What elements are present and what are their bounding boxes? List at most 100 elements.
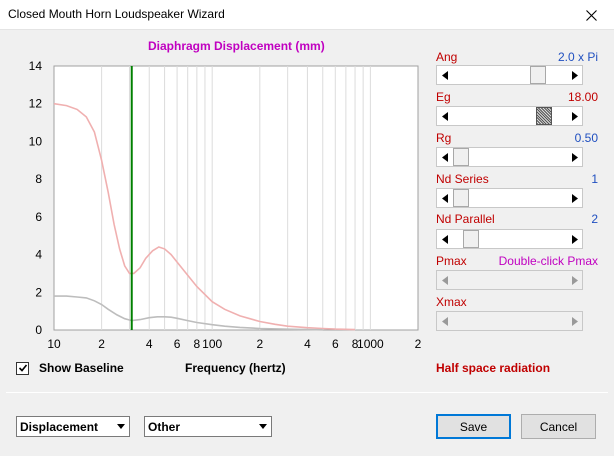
eg-slider-right-arrow[interactable]	[566, 107, 582, 125]
rg-slider[interactable]	[436, 147, 583, 167]
pmax-slider-left-arrow	[437, 271, 453, 289]
divider	[6, 392, 608, 393]
xmax-slider-left-arrow	[437, 312, 453, 330]
chevron-down-icon	[259, 424, 267, 429]
ang-slider[interactable]	[436, 65, 583, 85]
arrow-right-icon	[571, 111, 578, 121]
ang-label: Ang	[436, 50, 458, 64]
radiation-status: Half space radiation	[436, 361, 551, 375]
x-tick-label: 4	[304, 337, 311, 351]
x-tick-label: 1000	[357, 337, 384, 351]
nd-parallel-slider[interactable]	[436, 229, 583, 249]
other-value: Other	[148, 420, 181, 434]
nd-parallel-label: Nd Parallel	[436, 212, 495, 226]
y-tick-label: 8	[35, 172, 42, 186]
x-tick-label: 2	[415, 337, 422, 351]
arrow-right-icon	[571, 152, 578, 162]
title-bar: Closed Mouth Horn Loudspeaker Wizard	[0, 0, 614, 30]
arrow-right-icon	[571, 316, 578, 326]
close-icon	[585, 9, 597, 21]
x-tick-label: 6	[174, 337, 181, 351]
ang-slider-right-arrow[interactable]	[566, 66, 582, 84]
plot-type-value: Displacement	[20, 420, 99, 434]
pmax-label: Pmax	[436, 254, 467, 268]
arrow-left-icon	[441, 111, 448, 121]
nd-parallel-slider-right-arrow[interactable]	[566, 230, 582, 248]
arrow-right-icon	[571, 193, 578, 203]
eg-slider[interactable]	[436, 106, 583, 126]
cancel-button[interactable]: Cancel	[521, 414, 596, 439]
series-line-2	[54, 295, 323, 331]
arrow-left-icon	[441, 152, 448, 162]
y-tick-label: 0	[35, 323, 42, 337]
arrow-left-icon	[441, 234, 448, 244]
other-dropdown-button[interactable]	[257, 420, 269, 433]
y-tick-label: 6	[35, 210, 42, 224]
arrow-right-icon	[571, 234, 578, 244]
x-tick-label: 8	[352, 337, 359, 351]
x-tick-label: 8	[194, 337, 201, 351]
y-tick-label: 2	[35, 285, 42, 299]
nd-parallel-slider-left-arrow[interactable]	[437, 230, 453, 248]
chart-series	[53, 102, 356, 331]
y-tick-label: 14	[29, 59, 43, 73]
plot-type-dropdown-button[interactable]	[115, 420, 127, 433]
nd-series-slider[interactable]	[436, 188, 583, 208]
arrow-left-icon	[441, 70, 448, 80]
eg-slider-left-arrow[interactable]	[437, 107, 453, 125]
nd-series-slider-left-arrow[interactable]	[437, 189, 453, 207]
arrow-right-icon	[571, 70, 578, 80]
eg-value: 18.00	[567, 90, 598, 104]
plot-type-select[interactable]: Displacement	[16, 416, 130, 437]
close-button[interactable]	[568, 0, 614, 30]
pmax-value[interactable]: Double-click Pmax	[498, 254, 598, 268]
ang-slider-left-arrow[interactable]	[437, 66, 453, 84]
eg-slider-thumb[interactable]	[536, 107, 553, 125]
ang-slider-thumb[interactable]	[529, 66, 546, 84]
show-baseline-checkbox[interactable]	[16, 361, 29, 375]
nd-series-slider-right-arrow[interactable]	[566, 189, 582, 207]
pmax-slider-right-arrow	[566, 271, 582, 289]
xmax-slider-right-arrow	[566, 312, 582, 330]
show-baseline-label: Show Baseline	[39, 361, 124, 375]
arrow-left-icon	[441, 316, 448, 326]
nd-parallel-slider-thumb[interactable]	[462, 230, 479, 248]
chevron-down-icon	[117, 424, 125, 429]
window-title: Closed Mouth Horn Loudspeaker Wizard	[8, 7, 225, 21]
y-tick-label: 10	[29, 134, 43, 148]
y-tick-label: 12	[29, 97, 43, 111]
x-tick-label: 100	[202, 337, 222, 351]
nd-parallel-value: 2	[591, 212, 598, 226]
xmax-label: Xmax	[436, 295, 467, 309]
x-tick-label: 4	[146, 337, 153, 351]
save-button[interactable]: Save	[436, 414, 511, 439]
other-select[interactable]: Other	[144, 416, 272, 437]
pmax-slider	[436, 270, 583, 290]
y-axis-ticks: 0 2 4 6 8 10 12 14	[29, 59, 43, 337]
arrow-left-icon	[441, 193, 448, 203]
nd-series-label: Nd Series	[436, 172, 489, 186]
chart-title: Diaphragm Displacement (mm)	[148, 39, 325, 53]
arrow-right-icon	[571, 275, 578, 285]
plot-area	[53, 65, 419, 331]
x-tick-label: 2	[256, 337, 263, 351]
rg-value: 0.50	[574, 131, 598, 145]
x-tick-label: 6	[332, 337, 339, 351]
checkmark-icon	[18, 364, 27, 372]
x-tick-label: 10	[47, 337, 61, 351]
ang-value: 2.0 x Pi	[557, 50, 598, 64]
rg-slider-thumb[interactable]	[453, 148, 469, 166]
y-tick-label: 4	[35, 248, 42, 262]
rg-slider-left-arrow[interactable]	[437, 148, 453, 166]
series-line-1	[53, 102, 356, 331]
rg-slider-right-arrow[interactable]	[566, 148, 582, 166]
show-baseline-option[interactable]: Show Baseline	[16, 361, 124, 375]
nd-series-value: 1	[591, 172, 598, 186]
x-axis-label: Frequency (hertz)	[185, 361, 286, 375]
xmax-slider	[436, 311, 583, 331]
eg-label: Eg	[436, 90, 451, 104]
rg-label: Rg	[436, 131, 452, 145]
nd-series-slider-thumb[interactable]	[453, 189, 469, 207]
